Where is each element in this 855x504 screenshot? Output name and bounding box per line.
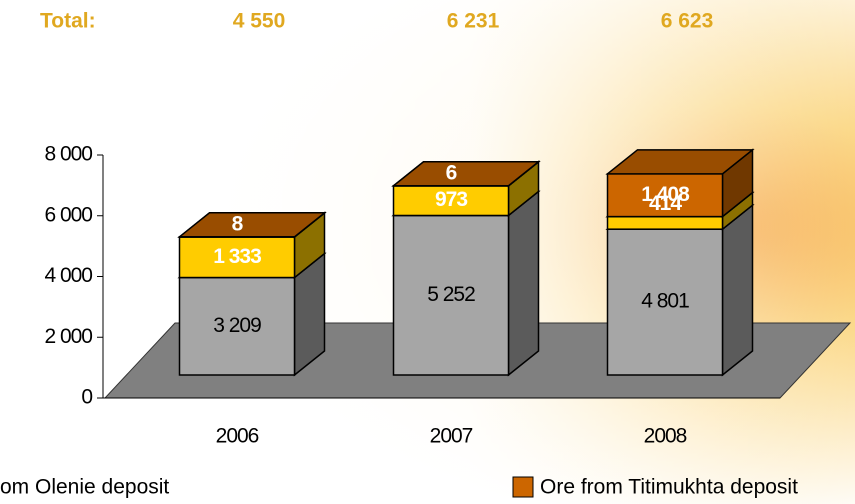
data-label: 1 408: [641, 183, 690, 206]
bar: [392, 214, 510, 376]
bar: [178, 276, 296, 376]
total-value: 6 231: [447, 10, 500, 33]
x-tick-label: 2006: [216, 425, 259, 448]
bar-top: [391, 160, 541, 187]
bar-side: [721, 203, 754, 377]
data-label: 5 252: [427, 283, 475, 306]
bar-side: [507, 189, 540, 377]
x-tick-label: 2007: [430, 425, 473, 448]
data-label: 414: [649, 192, 682, 215]
legend-label: Ore from Titimukhta deposit: [540, 476, 798, 499]
y-tick-label: 2 000: [44, 325, 92, 348]
total-label: Total:: [40, 10, 96, 33]
data-label: 3 209: [213, 314, 261, 337]
legend-label: om Olenie deposit: [0, 476, 169, 499]
y-tick-label: 4 000: [44, 264, 92, 287]
bar-top: [177, 212, 327, 238]
total-value: 6 623: [661, 10, 714, 33]
bar: [606, 215, 724, 230]
data-label: 973: [435, 188, 467, 211]
y-tick-label: 8 000: [44, 143, 92, 166]
total-value: 4 550: [233, 10, 286, 33]
data-label: 8: [232, 212, 244, 235]
bar: [606, 228, 724, 376]
y-tick-label: 6 000: [44, 203, 92, 226]
bar: [606, 173, 724, 218]
legend-swatch: [512, 476, 534, 498]
bar-top: [605, 149, 755, 175]
data-label: 1 333: [213, 245, 261, 268]
y-tick-label: 0: [81, 386, 92, 409]
data-label: 6: [446, 161, 457, 184]
data-label: 4 801: [641, 290, 689, 313]
bar: [178, 236, 296, 279]
x-tick-label: 2008: [644, 425, 687, 448]
